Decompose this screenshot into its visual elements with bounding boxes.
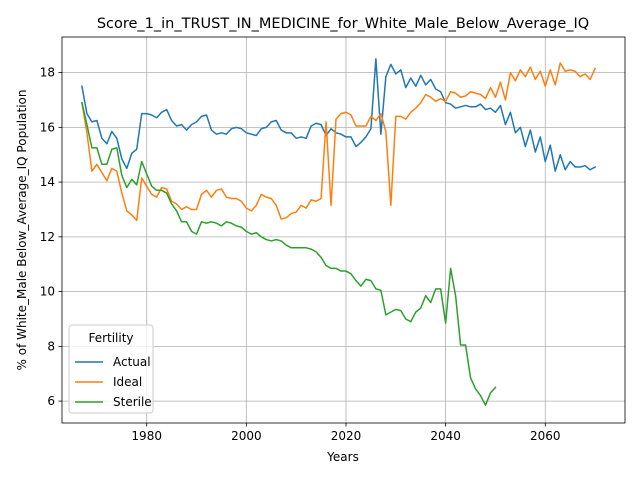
legend: Fertility Actual Ideal Sterile <box>68 324 154 414</box>
y-tick-label: 18 <box>40 66 55 80</box>
legend-entry-actual: Actual <box>113 355 151 369</box>
y-axis: 6 8 10 12 14 16 18 <box>40 66 62 408</box>
grid-lines <box>62 37 625 423</box>
x-tick-label: 2060 <box>530 429 561 443</box>
x-tick-label: 2040 <box>430 429 461 443</box>
y-tick-label: 8 <box>47 339 55 353</box>
legend-entry-sterile: Sterile <box>113 395 152 409</box>
series-group <box>81 58 597 406</box>
x-tick-label: 2000 <box>231 429 262 443</box>
y-axis-label: % of White_Male Below_Average_IQ Populat… <box>15 90 29 371</box>
y-tick-label: 16 <box>40 120 55 134</box>
x-tick-label: 2020 <box>331 429 362 443</box>
series-line-actual <box>81 58 597 172</box>
y-tick-label: 6 <box>47 394 55 408</box>
y-tick-label: 14 <box>40 175 55 189</box>
chart-title: Score_1_in_TRUST_IN_MEDICINE_for_White_M… <box>97 16 589 32</box>
plot-area-frame <box>61 36 626 424</box>
legend-box <box>68 324 154 414</box>
series-line-ideal <box>81 62 597 222</box>
x-axis: 1980 2000 2020 2040 2060 <box>131 423 561 443</box>
y-tick-label: 10 <box>40 285 55 299</box>
series-line-sterile <box>81 101 497 406</box>
y-tick-label: 12 <box>40 230 55 244</box>
x-tick-label: 1980 <box>131 429 162 443</box>
legend-title: Fertility <box>88 331 133 345</box>
legend-entry-ideal: Ideal <box>113 375 142 389</box>
x-axis-label: Years <box>326 450 359 464</box>
